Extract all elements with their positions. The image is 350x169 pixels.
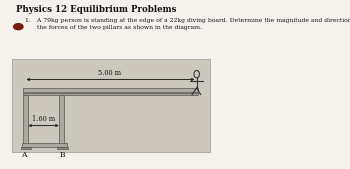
Bar [21,147,32,149]
Bar [23,88,198,92]
Bar [12,59,210,152]
Bar [23,95,28,147]
Bar [60,95,64,147]
Bar [23,93,198,95]
Bar [22,143,67,147]
Text: B: B [60,151,65,159]
Text: the forces of the two pillars as shown in the diagram.: the forces of the two pillars as shown i… [25,25,202,30]
Bar [57,147,68,149]
Text: Physics 12 Equilibrium Problems: Physics 12 Equilibrium Problems [16,5,177,14]
Text: 5.00 m: 5.00 m [98,69,121,77]
Text: A: A [21,151,27,159]
Circle shape [14,24,23,30]
Text: 1.60 m: 1.60 m [32,115,55,123]
Text: 1.   A 79kg person is standing at the edge of a 22kg diving board. Determine the: 1. A 79kg person is standing at the edge… [25,18,350,23]
